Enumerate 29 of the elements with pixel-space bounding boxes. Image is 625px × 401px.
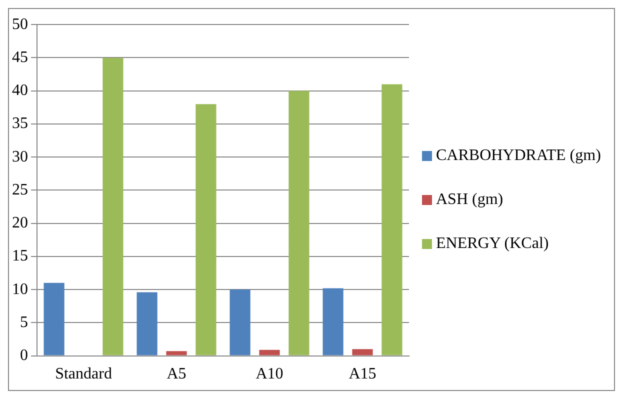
bar: [136, 292, 158, 356]
bar: [382, 84, 402, 356]
bar: [44, 282, 64, 356]
x-tick-label: A5: [166, 366, 186, 383]
bar: [230, 290, 250, 356]
bar: [196, 104, 216, 356]
bar: [322, 288, 344, 356]
bar: [102, 58, 124, 356]
y-tick-label: 20: [12, 214, 28, 232]
y-tick-label: 50: [12, 16, 28, 33]
x-tick-label: Standard: [55, 366, 112, 383]
x-tick-label: A10: [256, 366, 284, 383]
y-tick-label: 0: [20, 347, 28, 364]
legend-label: ENERGY (KCal): [436, 234, 549, 252]
y-tick-label: 45: [12, 48, 28, 66]
y-tick-label: 5: [20, 314, 28, 331]
y-tick-label: 10: [12, 280, 28, 298]
bar: [352, 349, 373, 356]
y-tick-label: 25: [12, 181, 28, 198]
legend-label: CARBOHYDRATE (gm): [436, 146, 601, 164]
y-tick-label: 40: [12, 82, 28, 100]
legend-label: ASH (gm): [436, 190, 504, 208]
bar: [288, 90, 310, 356]
bar: [166, 351, 187, 356]
x-tick-label: A15: [348, 366, 376, 383]
y-tick-label: 35: [12, 115, 28, 132]
y-tick-label: 15: [12, 248, 28, 265]
y-tick-label: 30: [12, 148, 28, 166]
bar: [259, 350, 280, 356]
